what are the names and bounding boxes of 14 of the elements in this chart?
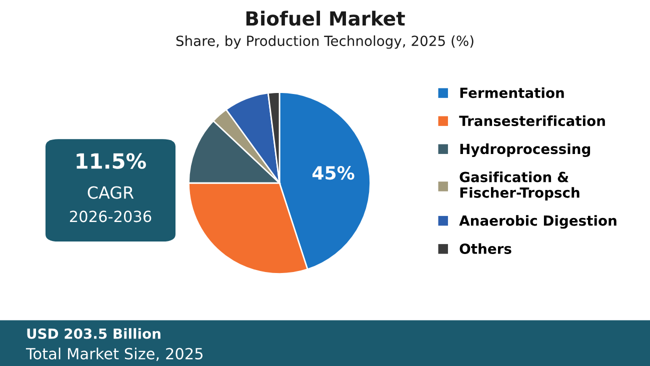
legend-label: Gasification & Fischer-Tropsch xyxy=(460,172,580,201)
legend-label: Fermentation xyxy=(460,87,564,98)
text: CAGR xyxy=(88,186,134,199)
data-label: 45% xyxy=(312,166,354,180)
text: USD 203.5 Billion xyxy=(27,328,160,339)
chart-title: Biofuel Market xyxy=(246,10,405,26)
legend-label: Others xyxy=(460,243,512,254)
text: Total Market Size, 2025 xyxy=(26,348,203,362)
legend-label: Hydroprocessing xyxy=(460,143,590,157)
legend-label: Transesterification xyxy=(459,115,605,126)
text: 2026-2036 xyxy=(70,210,152,222)
legend-label: Anaerobic Digestion xyxy=(459,215,616,229)
text: 11.5% xyxy=(76,153,146,169)
chart-subtitle: Share, by Production Technology, 2025 (%) xyxy=(176,35,474,49)
